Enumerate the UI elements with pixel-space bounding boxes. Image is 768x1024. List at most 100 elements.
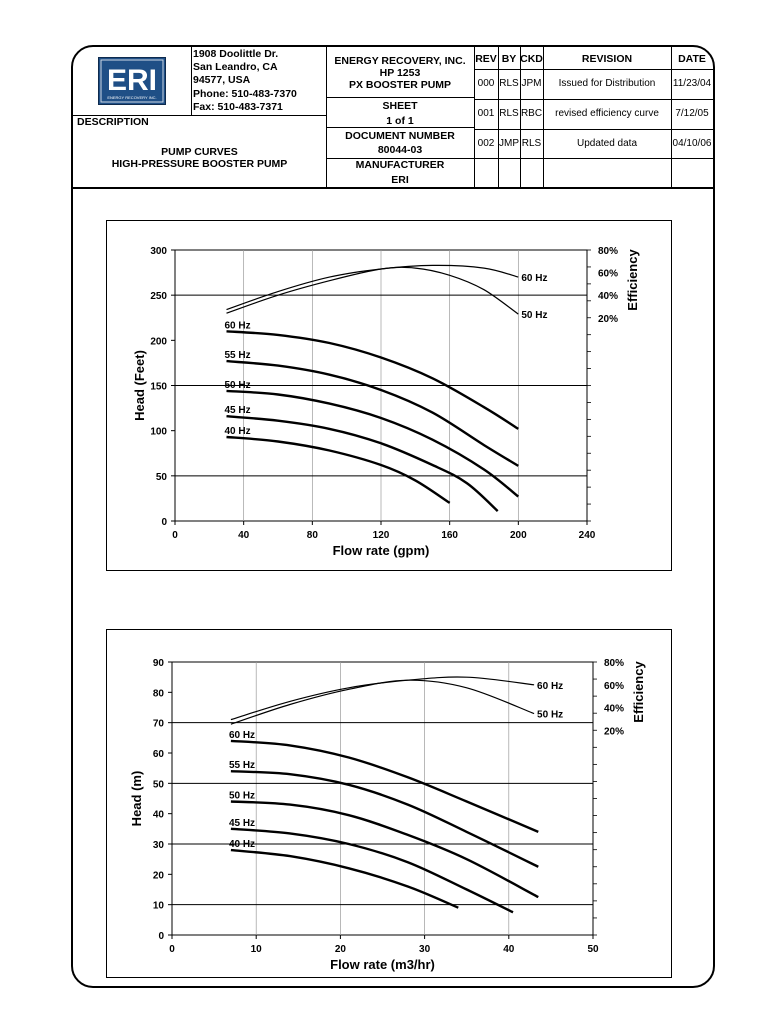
head-curve-label: 60 Hz bbox=[229, 730, 255, 741]
head-curve-label: 60 Hz bbox=[225, 320, 251, 331]
model-number: HP 1253 bbox=[379, 67, 421, 79]
divider bbox=[73, 115, 326, 116]
y-axis-title: Head (m) bbox=[129, 771, 144, 827]
ckd-cell: RBC bbox=[520, 108, 543, 119]
head-curve-60hz bbox=[226, 330, 519, 430]
chart-m3hr: 0 10 20 30 40 50 0 10 20 30 40 50 60 70 80 90 20% 40% 60% 8… bbox=[129, 658, 646, 972]
sheet-label: SHEET bbox=[382, 100, 418, 112]
rev-cell: 000 bbox=[477, 78, 495, 89]
document-sheet: ERI ENERGY RECOVERY INC. 1908 Doolittle … bbox=[71, 45, 715, 988]
x-tick-label: 40 bbox=[503, 944, 515, 955]
y-tick-label: 300 bbox=[150, 246, 167, 257]
date-cell: 04/10/06 bbox=[672, 138, 712, 149]
y2-tick-label: 40% bbox=[598, 291, 618, 302]
divider bbox=[326, 127, 474, 128]
head-curve-55hz bbox=[230, 770, 539, 868]
product-name: PX BOOSTER PUMP bbox=[348, 79, 452, 91]
divider bbox=[543, 47, 544, 187]
divider bbox=[474, 129, 713, 130]
head-curve-label: 45 Hz bbox=[229, 818, 255, 829]
x-axis-title: Flow rate (m3/hr) bbox=[330, 957, 435, 972]
logo-text: ERI bbox=[107, 64, 157, 97]
address-line-3: 94577, USA bbox=[193, 74, 251, 86]
y2-axis-title: Efficiency bbox=[631, 661, 646, 723]
x-tick-label: 200 bbox=[510, 530, 527, 541]
x-axis-title: Flow rate (gpm) bbox=[333, 543, 430, 558]
efficiency-curve-label: 60 Hz bbox=[537, 681, 563, 692]
divider bbox=[474, 69, 713, 70]
x-tick-label: 120 bbox=[373, 530, 390, 541]
by-header: BY bbox=[501, 53, 517, 65]
description-line-2: HIGH-PRESSURE BOOSTER PUMP bbox=[111, 158, 288, 170]
description-line-1: PUMP CURVES bbox=[161, 146, 238, 158]
revision-cell: revised efficiency curve bbox=[555, 108, 659, 119]
y-tick-label: 40 bbox=[153, 810, 165, 821]
rev-cell: 002 bbox=[477, 138, 495, 149]
y2-tick-label: 60% bbox=[604, 681, 624, 692]
x-tick-label: 30 bbox=[419, 944, 431, 955]
head-curve-label: 40 Hz bbox=[229, 839, 255, 850]
head-curve-50hz bbox=[230, 800, 539, 899]
y-tick-label: 50 bbox=[153, 779, 165, 790]
chart-gpm: 0 40 80 120 160 200 240 0 50 100 150 200 250 300 20% 40… bbox=[132, 246, 640, 558]
address-line-2: San Leandro, CA bbox=[193, 61, 278, 73]
description-label: DESCRIPTION bbox=[77, 116, 149, 128]
head-curve-label: 55 Hz bbox=[229, 760, 255, 771]
ckd-header: CKD bbox=[520, 53, 543, 65]
address-line-1: 1908 Doolittle Dr. bbox=[193, 48, 279, 60]
y-tick-label: 60 bbox=[153, 749, 165, 760]
fax: Fax: 510-483-7371 bbox=[193, 101, 283, 113]
chart-gpm-frame: 0 40 80 120 160 200 240 0 50 100 150 200 250 300 20% 40… bbox=[106, 220, 672, 571]
revision-cell: Issued for Distribution bbox=[558, 78, 656, 89]
x-tick-label: 0 bbox=[172, 530, 178, 541]
x-tick-label: 50 bbox=[587, 944, 599, 955]
logo-subtext: ENERGY RECOVERY INC. bbox=[107, 95, 156, 100]
revision-cell: Updated data bbox=[576, 138, 638, 149]
head-curve-50hz bbox=[226, 389, 520, 498]
y-tick-label: 150 bbox=[150, 382, 167, 393]
y-axis-title: Head (Feet) bbox=[132, 350, 147, 421]
divider bbox=[326, 47, 327, 187]
efficiency-curve-label: 50 Hz bbox=[521, 310, 547, 321]
phone: Phone: 510-483-7370 bbox=[193, 88, 297, 100]
head-curve-55hz bbox=[226, 359, 519, 467]
x-tick-label: 0 bbox=[169, 944, 175, 955]
head-curve-45hz bbox=[230, 827, 514, 914]
efficiency-curve-label: 60 Hz bbox=[521, 273, 547, 284]
head-curve-45hz bbox=[226, 415, 499, 512]
efficiency-curve-50hz bbox=[230, 679, 535, 725]
y-tick-label: 20 bbox=[153, 870, 165, 881]
x-tick-label: 10 bbox=[251, 944, 263, 955]
head-curve-60hz bbox=[230, 739, 539, 834]
y-tick-label: 50 bbox=[156, 472, 168, 483]
y-tick-label: 0 bbox=[158, 931, 164, 942]
y2-tick-label: 80% bbox=[604, 658, 624, 669]
head-curve-label: 55 Hz bbox=[225, 350, 251, 361]
header-bottom-border bbox=[73, 187, 713, 189]
y2-tick-label: 60% bbox=[598, 269, 618, 280]
chart-m3hr-frame: 0 10 20 30 40 50 0 10 20 30 40 50 60 70 80 90 20% 40% 60% 8… bbox=[106, 629, 672, 978]
divider bbox=[326, 97, 474, 98]
eri-logo: ERI ENERGY RECOVERY INC. bbox=[98, 57, 166, 105]
y-tick-label: 90 bbox=[153, 658, 165, 669]
ckd-cell: RLS bbox=[521, 138, 542, 149]
divider bbox=[474, 47, 475, 187]
ckd-cell: JPM bbox=[521, 78, 542, 89]
rev-cell: 001 bbox=[477, 108, 495, 119]
efficiency-curve-60hz bbox=[226, 264, 519, 311]
y2-axis-title: Efficiency bbox=[625, 249, 640, 311]
efficiency-curve-50hz bbox=[226, 266, 519, 315]
by-cell: JMP bbox=[499, 138, 519, 149]
divider bbox=[671, 47, 672, 187]
y-tick-label: 200 bbox=[150, 336, 167, 347]
date-header: DATE bbox=[678, 53, 706, 65]
divider bbox=[520, 47, 521, 187]
y-tick-label: 10 bbox=[153, 901, 165, 912]
y2-tick-label: 40% bbox=[604, 704, 624, 715]
divider bbox=[191, 47, 192, 115]
x-tick-label: 20 bbox=[335, 944, 347, 955]
head-curve-40hz bbox=[230, 848, 459, 909]
y-tick-label: 250 bbox=[150, 291, 167, 302]
head-curve-40hz bbox=[226, 435, 451, 504]
y-tick-label: 70 bbox=[153, 719, 165, 730]
